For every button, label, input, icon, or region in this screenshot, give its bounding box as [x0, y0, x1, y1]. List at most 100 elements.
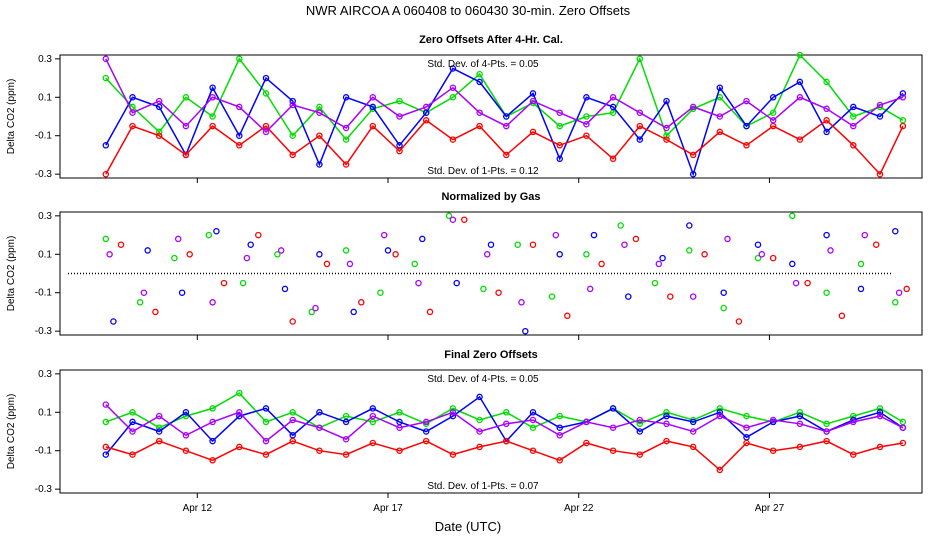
data-point [689, 418, 697, 426]
data-point [796, 409, 804, 416]
data-point [529, 90, 537, 97]
data-point [209, 299, 216, 306]
data-point [823, 231, 830, 239]
panel-title: Normalized by Gas [441, 191, 540, 203]
data-point [182, 409, 190, 416]
y-axis-label: Delta CO2 (ppm) [6, 394, 17, 470]
data-point [556, 155, 563, 163]
data-point [583, 132, 590, 139]
data-point [689, 443, 697, 451]
data-point [236, 132, 243, 139]
y-tick-label: -0.3 [35, 326, 53, 337]
data-point [106, 251, 113, 258]
data-point [850, 103, 857, 111]
data-point [716, 466, 724, 474]
data-point [289, 97, 296, 105]
data-point [823, 420, 830, 428]
y-tick-label: -0.3 [35, 484, 53, 495]
data-point [262, 437, 270, 445]
y-tick-label: 0.1 [38, 92, 52, 103]
data-point [342, 418, 350, 426]
data-point [358, 299, 365, 306]
data-point [663, 132, 670, 139]
annotation-std-1pts: Std. Dev. of 1-Pts. = 0.07 [427, 481, 539, 492]
data-point [556, 432, 563, 439]
data-point [236, 443, 243, 451]
data-point [426, 308, 434, 316]
y-axis-label: Delta CO2 (ppm) [6, 236, 17, 312]
data-point [377, 289, 384, 296]
data-point [209, 418, 216, 426]
data-point [663, 97, 670, 105]
data-point [453, 279, 460, 287]
panel-title: Final Zero Offsets [444, 349, 538, 361]
data-point [316, 447, 323, 454]
data-point [342, 94, 350, 101]
data-point [384, 247, 392, 254]
data-point [686, 247, 693, 254]
data-point [411, 260, 418, 268]
data-point [186, 251, 193, 258]
data-point [876, 409, 884, 416]
data-point [236, 55, 243, 63]
data-point [689, 151, 697, 159]
data-point [720, 304, 727, 312]
data-point [899, 439, 907, 447]
data-point [716, 84, 724, 91]
series-line [105, 404, 904, 443]
data-point [857, 260, 865, 268]
data-point [476, 443, 483, 451]
series-line [105, 119, 904, 176]
y-tick-label: -0.1 [35, 131, 53, 142]
data-point [621, 241, 628, 248]
data-point [316, 161, 323, 168]
data-point [769, 416, 777, 424]
data-point [342, 136, 350, 143]
data-point [449, 412, 457, 420]
data-point [422, 428, 430, 435]
plot-frame [59, 54, 923, 179]
data-point [369, 94, 377, 101]
data-point [556, 109, 563, 116]
data-point [422, 117, 430, 124]
data-point [495, 289, 502, 296]
data-point [636, 122, 644, 130]
data-point [102, 74, 110, 82]
x-tick-label: Apr 12 [183, 503, 213, 514]
data-point [899, 122, 907, 130]
data-point [129, 428, 136, 435]
data-point [769, 94, 777, 101]
data-point [823, 128, 830, 136]
data-point [449, 216, 457, 223]
data-point [823, 437, 830, 445]
data-point [701, 251, 708, 258]
data-point [144, 247, 151, 254]
data-point [754, 254, 762, 262]
y-tick-label: -0.1 [35, 446, 53, 457]
data-point [769, 447, 777, 454]
data-point [449, 405, 457, 412]
data-point [636, 428, 644, 435]
data-point [796, 94, 804, 101]
data-point [636, 109, 644, 116]
data-point [556, 424, 563, 431]
data-point [609, 447, 617, 454]
data-point [823, 78, 830, 86]
data-point [895, 289, 903, 296]
data-point [625, 293, 632, 300]
data-point [850, 142, 857, 149]
data-point [872, 241, 880, 248]
data-point [583, 94, 590, 101]
data-point [102, 401, 110, 408]
data-point [182, 447, 190, 454]
data-point [422, 103, 430, 111]
data-point [689, 103, 697, 111]
data-point [796, 136, 804, 143]
data-point [583, 251, 590, 258]
data-point [503, 151, 510, 159]
x-tick-label: Apr 22 [564, 503, 594, 514]
data-point [850, 113, 857, 120]
data-point [743, 439, 750, 447]
data-point [667, 293, 674, 300]
data-point [281, 285, 289, 293]
